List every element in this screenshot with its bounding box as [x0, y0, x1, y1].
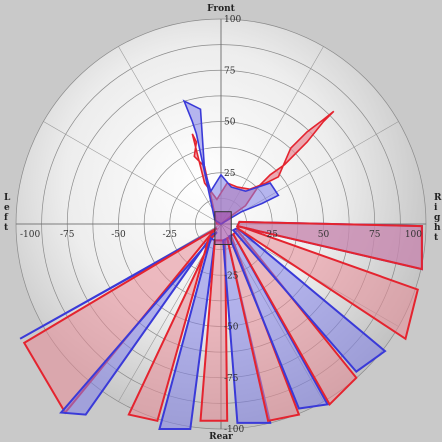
tick-label-vertical-3: 50 [224, 118, 236, 128]
tick-label-horizontal-2: -75 [60, 230, 75, 240]
sector-5 [158, 236, 216, 430]
sector-9 [227, 232, 330, 410]
front-shape-blue [182, 99, 280, 225]
tick-label-horizontal-6: 50 [318, 230, 330, 240]
sector-11 [231, 226, 387, 373]
tick-label-horizontal-3: -50 [111, 230, 126, 240]
tick-label-horizontal-1: -100 [20, 230, 40, 240]
tick-label-horizontal-5: 25 [267, 230, 279, 240]
rear-label: Rear [209, 432, 233, 442]
tick-label-horizontal-4: -25 [163, 230, 178, 240]
sector-3 [59, 231, 218, 416]
tick-label-vertical-7: -75 [224, 374, 239, 384]
front-label: Front [207, 4, 236, 14]
tick-label-horizontal-8: 100 [405, 230, 422, 240]
tick-label-vertical-5: -25 [224, 271, 239, 281]
tick-label-vertical-1: 100 [224, 15, 241, 25]
data-marks [19, 99, 423, 430]
tick-label-horizontal-7: 75 [369, 230, 381, 240]
grid-spoke-150 [43, 121, 222, 225]
tick-label-vertical-6: -50 [224, 323, 239, 333]
grid-spoke-120 [118, 46, 222, 225]
tick-label-vertical-8: -100 [224, 425, 244, 435]
sector-14 [235, 220, 423, 271]
tick-label-vertical-2: 75 [224, 66, 236, 76]
tick-label-vertical-4: 25 [224, 169, 236, 179]
center-box [214, 211, 232, 245]
tick-labels: 100 75 50 25 -25 -50 -75 -100 -100 -75 -50 -25 25 50 7… [20, 15, 422, 435]
